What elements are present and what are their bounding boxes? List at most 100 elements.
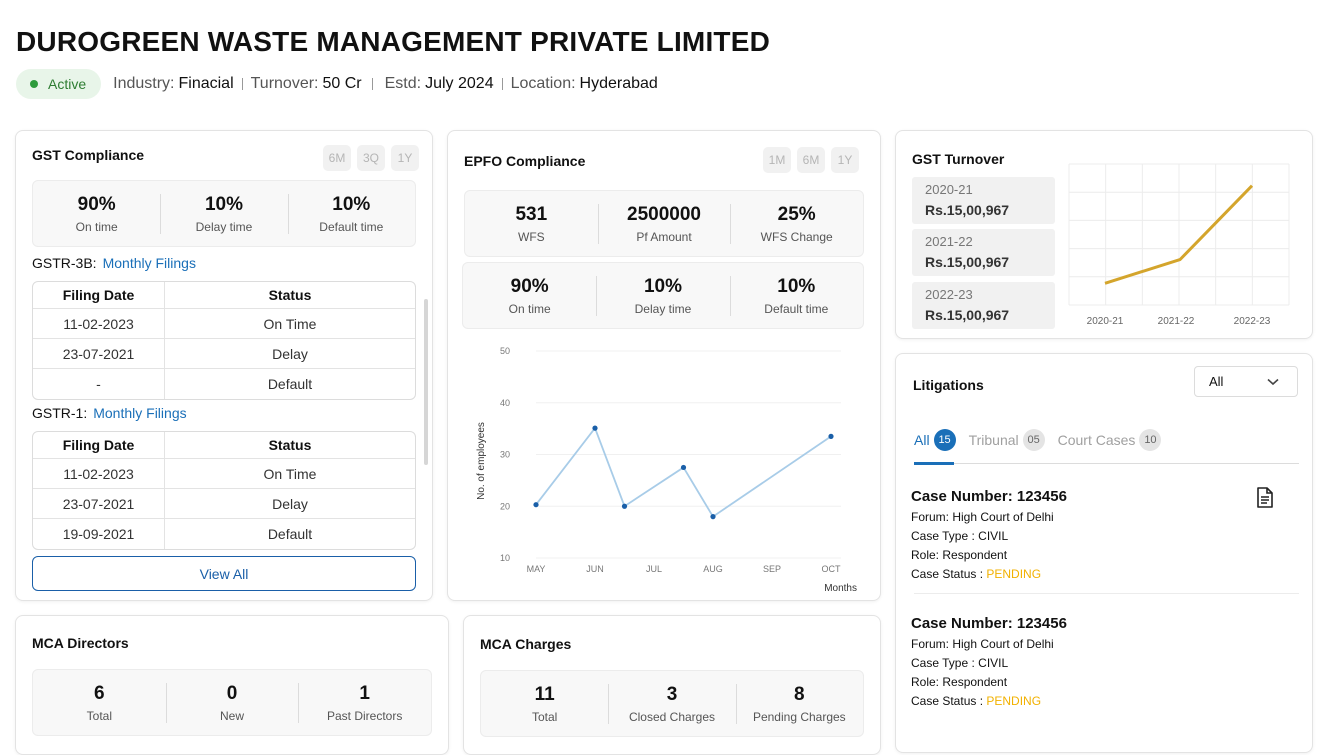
- company-name: DUROGREEN WASTE MANAGEMENT PRIVATE LIMIT…: [16, 26, 771, 57]
- tab-count-badge: 10: [1139, 429, 1162, 451]
- gstr1-label: GSTR-1:: [32, 405, 88, 421]
- table-row: 23-07-2021 Delay: [33, 489, 415, 519]
- table-row: 23-07-2021 Delay: [33, 339, 415, 369]
- stat-pf-amount: 2500000 Pf Amount: [598, 203, 731, 244]
- table-row: 19-09-2021 Default: [33, 519, 415, 549]
- active-tab-indicator: [914, 462, 954, 465]
- x-tick-label: AUG: [703, 564, 723, 574]
- stat-label: Default time: [764, 302, 829, 316]
- data-point: [533, 502, 539, 508]
- view-all-button[interactable]: View All: [32, 556, 416, 591]
- x-tick-label: OCT: [822, 564, 842, 574]
- period-6m-button[interactable]: 6M: [797, 147, 825, 173]
- litigation-tabs: All 15 Tribunal 05 Court Cases 10: [914, 429, 1174, 451]
- stat-total: 11 Total: [481, 683, 608, 724]
- series-line: [535, 426, 832, 518]
- status-cell: Default: [267, 526, 313, 542]
- column-header: Status: [165, 282, 415, 309]
- litigation-filter-select[interactable]: All: [1194, 366, 1298, 397]
- case-status-label: Case Status :: [911, 694, 987, 708]
- y-tick-label: 30: [500, 450, 510, 460]
- stat-label: Past Directors: [327, 709, 403, 723]
- turnover-amount: Rs.15,00,967: [925, 254, 1010, 270]
- mca-directors-card: MCA Directors 6 Total 0 New 1 Past Director…: [15, 615, 449, 755]
- period-6m-button[interactable]: 6M: [323, 145, 351, 171]
- x-tick-label: SEP: [763, 564, 781, 574]
- filing-date-cell: 11-02-2023: [33, 459, 165, 489]
- document-icon[interactable]: [1256, 487, 1274, 508]
- stat-label: Pf Amount: [636, 230, 692, 244]
- turnover-value: 50 Cr: [322, 75, 362, 92]
- stat-label: Delay time: [634, 302, 692, 316]
- stat-value: 10%: [777, 276, 816, 297]
- stat-value: 3: [666, 684, 678, 705]
- case-status: Case Status : PENDING: [911, 692, 1067, 711]
- turnover-year: 2022-23: [925, 287, 973, 302]
- tab-tribunal[interactable]: Tribunal 05: [969, 429, 1045, 451]
- card-title: GST Turnover: [912, 151, 1005, 167]
- case-divider: [914, 593, 1299, 594]
- filing-date-cell: 23-07-2021: [33, 489, 165, 519]
- mca-charges-stats: 11 Total 3 Closed Charges 8 Pending Charges: [480, 670, 864, 737]
- scrollbar[interactable]: [424, 299, 428, 465]
- series-line: [1104, 184, 1254, 285]
- stat-value: 6: [94, 683, 105, 704]
- turnover-year: 2020-21: [925, 182, 973, 197]
- gstr1-heading: GSTR-1: Monthly Filings: [32, 405, 187, 421]
- tab-all[interactable]: All 15: [914, 429, 956, 451]
- turnover-item: 2021-22 Rs.15,00,967: [912, 229, 1055, 276]
- divider: [371, 78, 373, 90]
- stat-label: Total: [531, 710, 558, 724]
- period-3q-button[interactable]: 3Q: [357, 145, 385, 171]
- case-status-value: PENDING: [986, 567, 1042, 581]
- stat-label: Total: [86, 709, 113, 723]
- stat-label: On time: [508, 302, 551, 316]
- tab-label: Court Cases: [1057, 432, 1136, 448]
- gstr3b-label: GSTR-3B:: [32, 255, 97, 271]
- gstr3b-monthly-filings-link[interactable]: Monthly Filings: [102, 255, 196, 271]
- tab-court-cases[interactable]: Court Cases 10: [1058, 429, 1162, 451]
- column-header: Status: [165, 432, 415, 459]
- x-tick-label: JUL: [646, 564, 662, 574]
- tab-count-badge: 05: [1022, 429, 1045, 451]
- column-header: Filing Date: [33, 432, 165, 459]
- column-header: Filing Date: [33, 282, 165, 309]
- turnover-label: Turnover:: [250, 75, 319, 92]
- period-1y-button[interactable]: 1Y: [391, 145, 419, 171]
- case-card[interactable]: Case Number: 123456 Forum: High Court of…: [911, 487, 1067, 584]
- x-tick-label: 2020-21: [1087, 316, 1124, 327]
- stat-value: 90%: [77, 194, 116, 215]
- y-tick-label: 20: [500, 501, 510, 511]
- period-1m-button[interactable]: 1M: [763, 147, 791, 173]
- period-selector: 1M 6M 1Y: [763, 147, 859, 173]
- x-tick-label: JUN: [586, 564, 604, 574]
- tab-count-badge: 15: [933, 429, 956, 451]
- filing-date-cell: -: [33, 369, 165, 399]
- card-title: GST Compliance: [32, 147, 145, 163]
- filing-date-cell: 19-09-2021: [33, 519, 165, 549]
- gstr1-monthly-filings-link[interactable]: Monthly Filings: [93, 405, 187, 421]
- card-title: MCA Charges: [480, 636, 572, 652]
- period-1y-button[interactable]: 1Y: [831, 147, 859, 173]
- x-axis-label: Months: [824, 583, 857, 594]
- table-row: 11-02-2023 On Time: [33, 459, 415, 489]
- gst-turnover-chart: 2020-21 2021-22 2022-23: [1068, 163, 1290, 327]
- data-point: [592, 425, 598, 431]
- stat-label: Closed Charges: [628, 710, 716, 724]
- stat-wfs: 531 WFS: [465, 203, 598, 244]
- case-type: Case Type : CIVIL: [911, 529, 1009, 543]
- mca-directors-stats: 6 Total 0 New 1 Past Directors: [32, 669, 432, 736]
- tabs-divider: [914, 463, 1299, 464]
- filing-date-cell: 23-07-2021: [33, 339, 165, 369]
- stat-value: 10%: [332, 194, 371, 215]
- stat-default-time: 10% Default time: [288, 193, 415, 234]
- stat-default-time: 10% Default time: [730, 275, 863, 316]
- data-point: [680, 464, 687, 471]
- location-label: Location:: [510, 75, 576, 92]
- status-cell: On Time: [165, 309, 415, 339]
- data-point: [621, 503, 628, 509]
- stat-value: 531: [515, 204, 548, 225]
- stat-label: Pending Charges: [752, 710, 846, 724]
- case-card[interactable]: Case Number: 123456 Forum: High Court of…: [911, 614, 1067, 711]
- case-role: Role: Respondent: [911, 548, 1008, 562]
